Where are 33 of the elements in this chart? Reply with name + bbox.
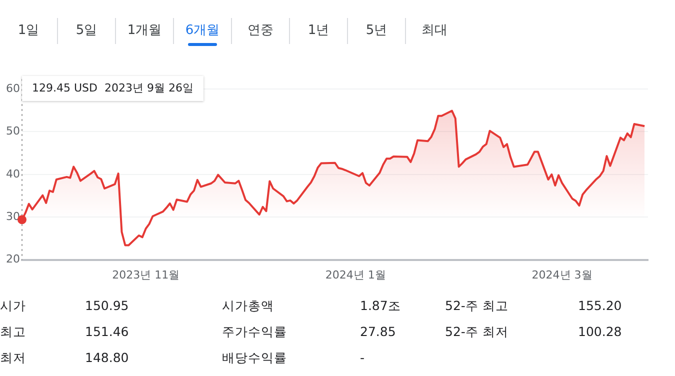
text: 148.80 (85, 349, 130, 367)
text: 52-주 최고 (445, 297, 510, 315)
text: 5일 (76, 23, 98, 38)
text: 52-주 최저 (445, 323, 510, 341)
text: 연중 (248, 23, 274, 38)
text: - (360, 349, 366, 367)
y-tick-label: 40 (6, 167, 20, 180)
x-tick-label: 2024년 3월 (532, 268, 592, 282)
text: 최저 (0, 349, 27, 367)
text: 1년 (308, 23, 330, 38)
text: 1개월 (127, 23, 162, 38)
text: 150.95 (85, 297, 130, 315)
text: 5년 (366, 23, 388, 38)
text: 151.46 (85, 323, 130, 341)
x-tick-label: 2023년 11월 (112, 268, 180, 282)
x-tick-label: 2024년 1월 (325, 268, 386, 282)
text: 최대 (422, 23, 448, 38)
annotation: 129.45 USD 2023년 9월 26일 (32, 81, 194, 94)
y-tick-label: 50 (6, 124, 20, 138)
y-tick-label: 30 (6, 210, 20, 223)
text: 배당수익률 (222, 349, 288, 367)
text: 시가 (0, 297, 27, 315)
text: 최고 (0, 323, 27, 341)
text: 27.85 (360, 323, 397, 341)
text: 시가총액 (222, 297, 275, 315)
text: 6개월 (185, 23, 220, 38)
text: 155.20 (578, 297, 623, 315)
text: 주가수익률 (222, 323, 288, 341)
text: 100.28 (578, 323, 623, 341)
text: 1일 (18, 23, 40, 38)
y-tick-label: 20 (6, 252, 20, 266)
text: 1.87조 (360, 297, 402, 315)
y-tick-label: 60 (6, 82, 20, 95)
